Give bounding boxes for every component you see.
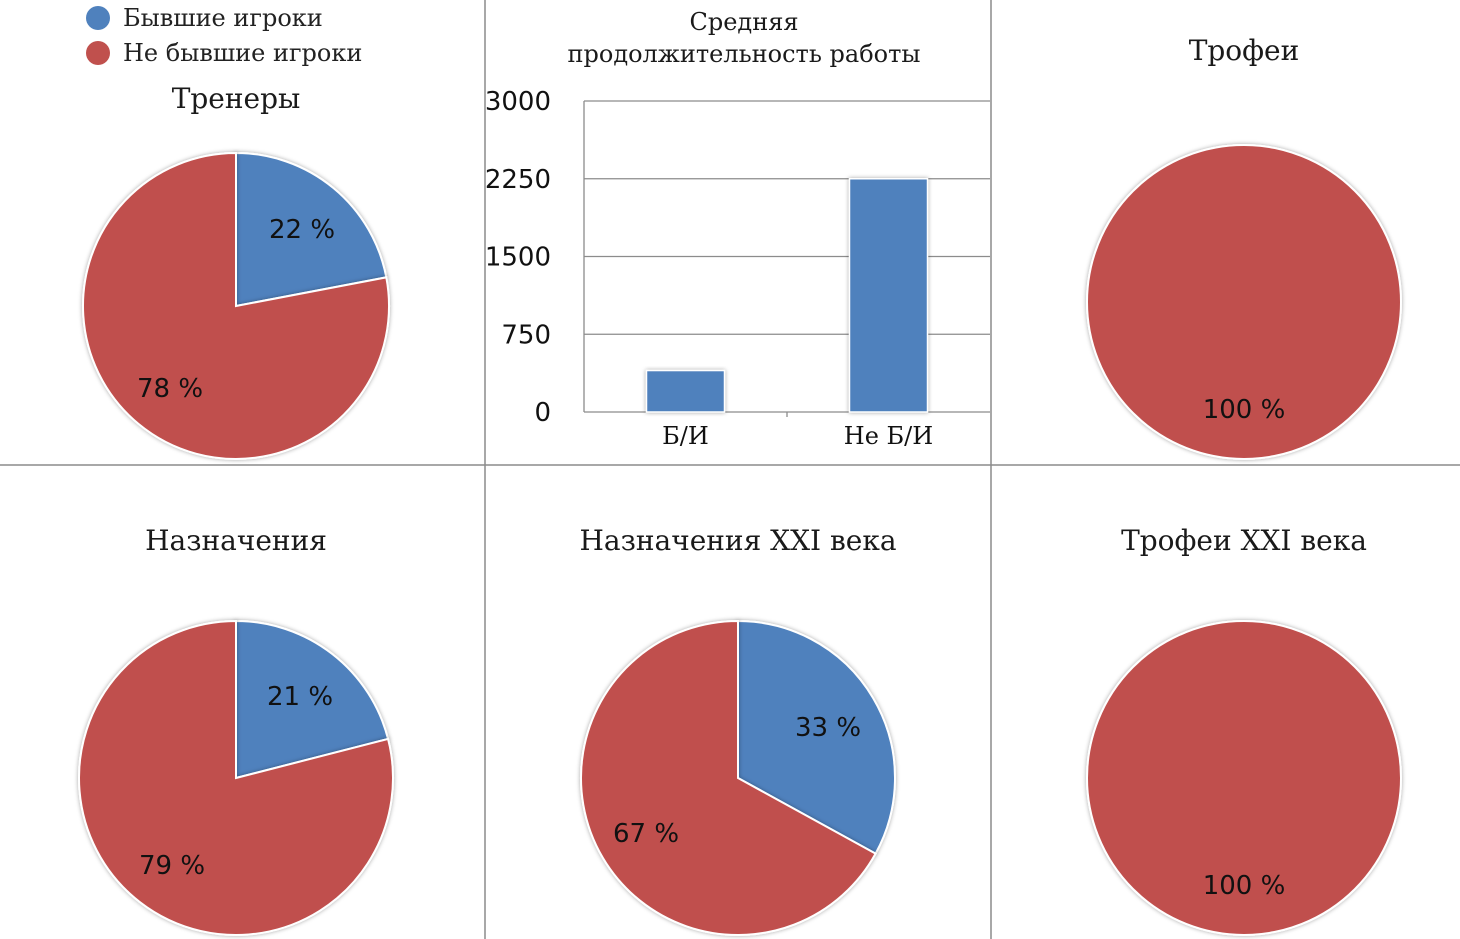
pie-chart-4: Назначения XXI века 33 % 67 %	[579, 524, 897, 936]
x-category-label: Б/И	[662, 422, 709, 450]
pie-slice	[78, 619, 394, 936]
pie-chart-3: Назначения 21 % 79 %	[78, 524, 394, 936]
pie-slice	[580, 619, 877, 936]
pie-title: Назначения XXI века	[579, 524, 896, 557]
pie-chart-5: Трофеи XXI века 100 %	[1086, 524, 1402, 936]
pie-slice	[235, 151, 388, 308]
pie-slice-label: 100 %	[1203, 395, 1286, 425]
pie-slice-label: 33 %	[795, 713, 861, 743]
pie-slice	[1086, 620, 1402, 936]
pie-slice-label: 100 %	[1203, 871, 1286, 901]
bar	[848, 178, 929, 413]
y-tick-label: 750	[501, 320, 551, 350]
pie-chart-0: Тренеры 22 % 78 %	[82, 82, 390, 460]
pie-slice	[82, 151, 390, 460]
pie-slice-label: 79 %	[139, 851, 205, 881]
bar	[645, 369, 726, 413]
x-category-label: Не Б/И	[844, 422, 933, 450]
pie-slice	[235, 619, 390, 780]
pie-slice-label: 78 %	[137, 374, 203, 404]
pie-title: Трофеи XXI века	[1121, 524, 1367, 557]
legend-swatch-former-players	[86, 5, 110, 30]
y-tick-label: 3000	[485, 87, 551, 117]
legend-swatch-not-former-players	[86, 40, 110, 65]
y-tick-label: 2250	[485, 165, 551, 195]
pie-slice-label: 21 %	[267, 682, 333, 712]
pie-title: Назначения	[145, 524, 327, 557]
y-tick-label: 1500	[485, 243, 551, 273]
bar-chart-title-line: продолжительность работы	[568, 40, 921, 68]
pie-slice-label: 67 %	[613, 819, 679, 849]
bar-chart: Средняя продолжительность работы 0 750 1500 2…	[485, 8, 990, 450]
legend: Бывшие игроки Не бывшие игроки	[86, 0, 362, 70]
pie-title: Тренеры	[172, 82, 301, 115]
pie-slice	[1086, 144, 1402, 460]
bar-chart-title-line: Средняя	[690, 8, 799, 36]
legend-label-former-players: Бывшие игроки	[123, 3, 323, 32]
legend-item-former-players: Бывшие игроки	[86, 0, 362, 35]
pie-chart-2: Трофеи 100 %	[1086, 34, 1402, 460]
pie-slice-label: 22 %	[269, 215, 335, 245]
legend-label-not-former-players: Не бывшие игроки	[123, 38, 363, 67]
legend-item-not-former-players: Не бывшие игроки	[86, 35, 362, 70]
pie-title: Трофеи	[1189, 34, 1300, 67]
pie-slice	[737, 619, 896, 855]
y-tick-label: 0	[534, 398, 551, 428]
